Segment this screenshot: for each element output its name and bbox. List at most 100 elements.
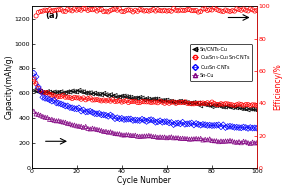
Point xyxy=(243,107,248,110)
Point xyxy=(180,9,185,12)
Point xyxy=(241,107,246,110)
Point xyxy=(45,9,50,12)
Point xyxy=(67,91,72,94)
Point xyxy=(36,113,41,116)
Point xyxy=(151,98,156,101)
Point xyxy=(180,121,185,124)
Point xyxy=(135,135,140,138)
Point xyxy=(43,91,47,94)
Point xyxy=(174,101,178,104)
Point xyxy=(225,9,230,12)
Point xyxy=(115,100,120,103)
Point xyxy=(210,124,214,127)
Point xyxy=(182,137,187,140)
Point xyxy=(74,96,79,99)
Point xyxy=(140,97,144,100)
Point xyxy=(113,94,117,97)
Point xyxy=(43,91,47,94)
Point xyxy=(38,90,43,93)
Point xyxy=(176,101,180,104)
Point xyxy=(189,101,194,105)
Point xyxy=(250,141,255,144)
Point xyxy=(65,105,70,108)
Point xyxy=(237,102,241,105)
Point xyxy=(153,121,158,124)
Point xyxy=(235,126,239,129)
Point xyxy=(169,135,174,138)
Point xyxy=(221,103,225,106)
Point xyxy=(185,8,189,11)
Point xyxy=(110,95,115,98)
Point xyxy=(237,8,241,11)
Point xyxy=(41,96,45,99)
Point xyxy=(187,138,192,141)
Point xyxy=(217,123,221,126)
Point xyxy=(126,96,131,99)
Point xyxy=(45,90,50,93)
Point xyxy=(59,120,63,123)
Point xyxy=(106,10,110,13)
Point xyxy=(212,124,217,127)
Point xyxy=(182,9,187,12)
Point xyxy=(63,121,68,124)
Point xyxy=(205,101,210,104)
Point xyxy=(97,93,102,96)
Point xyxy=(250,127,255,130)
Point xyxy=(156,98,160,101)
Point xyxy=(255,108,259,112)
Point xyxy=(167,136,171,139)
Point xyxy=(113,100,117,103)
Point xyxy=(56,119,61,122)
Point xyxy=(77,96,81,99)
Point xyxy=(99,93,104,96)
Point xyxy=(131,10,135,13)
Point xyxy=(192,101,196,104)
Point xyxy=(52,91,56,94)
Point xyxy=(146,98,151,101)
Point xyxy=(253,126,257,129)
Point xyxy=(214,8,219,11)
Point xyxy=(59,102,63,105)
Point xyxy=(108,114,113,117)
Point xyxy=(81,7,86,10)
Point xyxy=(95,93,99,96)
Point xyxy=(205,9,210,12)
Point xyxy=(149,101,153,104)
Point xyxy=(41,9,45,12)
Point xyxy=(192,137,196,140)
Point xyxy=(120,101,124,104)
Point xyxy=(77,106,81,109)
Point xyxy=(74,90,79,93)
Point xyxy=(31,77,36,81)
Point xyxy=(174,102,178,105)
Point xyxy=(250,8,255,11)
Point xyxy=(128,134,133,137)
Point xyxy=(160,101,165,104)
Point xyxy=(31,80,36,83)
Point xyxy=(187,102,192,105)
Point xyxy=(214,124,219,127)
Point xyxy=(120,117,124,120)
Point xyxy=(67,96,72,99)
Point xyxy=(117,7,122,10)
Point xyxy=(235,103,239,106)
Point xyxy=(174,9,178,12)
Point xyxy=(113,117,117,120)
Point xyxy=(207,8,212,11)
Point xyxy=(237,140,241,143)
Point xyxy=(54,101,59,105)
Point xyxy=(144,100,149,103)
Point xyxy=(36,90,41,93)
Point xyxy=(102,98,106,101)
Point xyxy=(153,101,158,104)
Point xyxy=(88,127,92,130)
Point xyxy=(38,10,43,13)
Point xyxy=(108,9,113,12)
Point xyxy=(225,125,230,128)
Point xyxy=(54,91,59,94)
Point xyxy=(239,141,244,144)
Point xyxy=(108,93,113,96)
Point xyxy=(241,104,246,107)
Point xyxy=(253,108,257,111)
Point xyxy=(239,103,244,106)
